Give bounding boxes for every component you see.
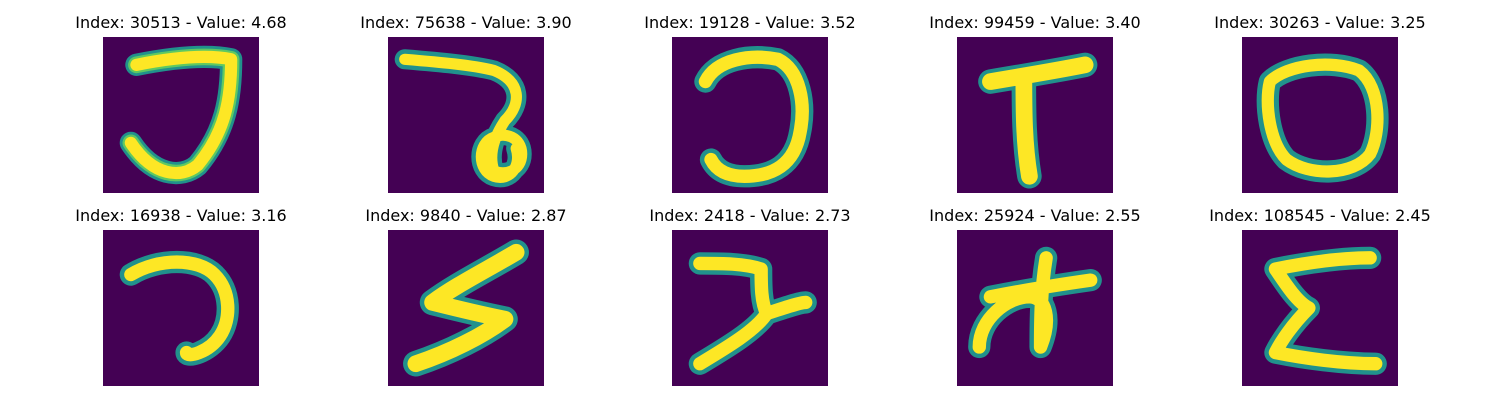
- epsilon-shape-image: [1242, 230, 1398, 386]
- panel-title: Index: 9840 - Value: 2.87: [365, 206, 567, 225]
- panel-title: Index: 19128 - Value: 3.52: [644, 13, 856, 32]
- reverse-c-shape-image: [672, 37, 828, 193]
- bent-y-shape-image: [672, 230, 828, 386]
- hook-shape-image: [103, 37, 259, 193]
- panel-title: Index: 30513 - Value: 4.68: [75, 13, 287, 32]
- loop-hook-shape-image: [388, 37, 544, 193]
- zigzag-s-shape-image: [388, 230, 544, 386]
- panel-title: Index: 108545 - Value: 2.45: [1209, 206, 1431, 225]
- cross-loop-shape-image: [957, 230, 1113, 386]
- panel-title: Index: 25924 - Value: 2.55: [929, 206, 1141, 225]
- reverse-c-hook-shape-image: [103, 230, 259, 386]
- panel-title: Index: 2418 - Value: 2.73: [649, 206, 851, 225]
- panel-title: Index: 99459 - Value: 3.40: [929, 13, 1141, 32]
- panel-title: Index: 75638 - Value: 3.90: [360, 13, 572, 32]
- panel-title: Index: 30263 - Value: 3.25: [1214, 13, 1426, 32]
- panel-title: Index: 16938 - Value: 3.16: [75, 206, 287, 225]
- t-shape-image: [957, 37, 1113, 193]
- o-shape-image: [1242, 37, 1398, 193]
